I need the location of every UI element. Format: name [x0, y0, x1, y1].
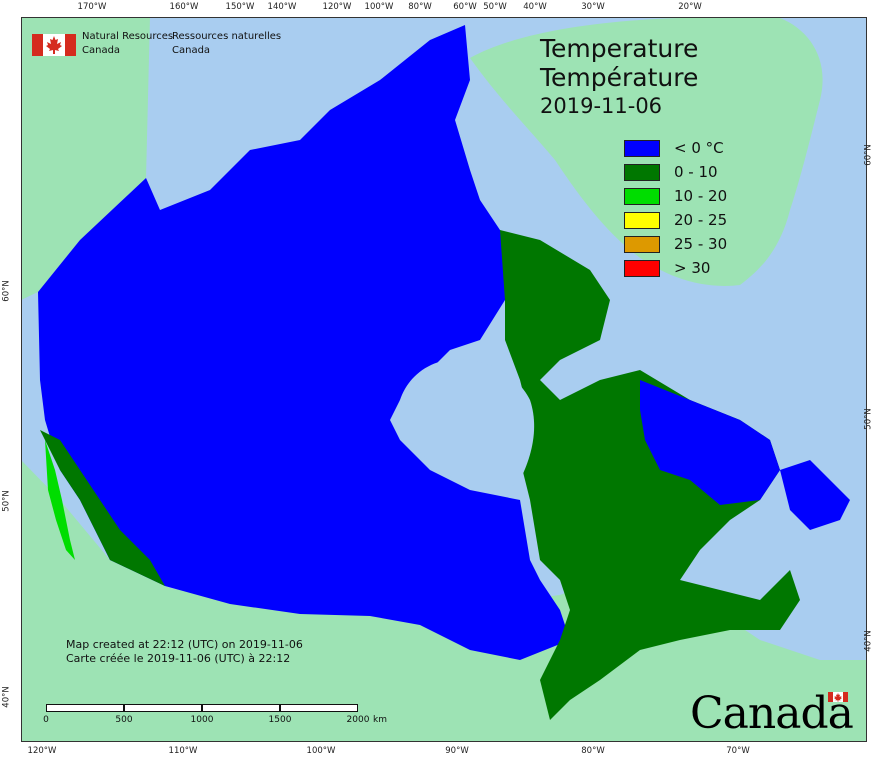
scale-bar: 0 500 1000 1500 2000 km: [43, 704, 387, 734]
graticule-label: 170°W: [77, 2, 107, 12]
temperature-legend: < 0 °C 0 - 10 10 - 20 20 - 25 25 - 30 > …: [624, 136, 774, 280]
scale-segment: [202, 704, 280, 712]
scale-segment: [280, 704, 358, 712]
labrador-cold: [640, 380, 780, 505]
title-fr: Température: [540, 63, 699, 92]
canada-flag-icon: [32, 34, 76, 56]
legend-label: < 0 °C: [674, 139, 724, 157]
scale-segment: [46, 704, 124, 712]
legend-swatch: [624, 163, 660, 181]
map-credit: Map created at 22:12 (UTC) on 2019-11-06…: [66, 638, 303, 666]
title-en: Temperature: [540, 34, 699, 63]
legend-item: 10 - 20: [624, 184, 774, 208]
legend-item: 25 - 30: [624, 232, 774, 256]
canada-wordmark: Canada: [690, 688, 854, 739]
legend-item: > 30: [624, 256, 774, 280]
legend-label: 0 - 10: [674, 163, 718, 181]
credit-fr: Carte créée le 2019-11-06 (UTC) à 22:12: [66, 652, 291, 665]
credit-en: Map created at 22:12 (UTC) on 2019-11-06: [66, 638, 303, 651]
graticule-label: 40°N: [1, 686, 12, 708]
legend-item: 0 - 10: [624, 160, 774, 184]
graticule-label: 60°W: [453, 2, 477, 12]
scale-tick: 2000: [346, 715, 370, 725]
usa: [21, 460, 867, 742]
department-name-fr: Ressources naturelles Canada: [172, 31, 282, 56]
newfoundland: [780, 460, 850, 530]
legend-swatch: [624, 235, 660, 253]
hudson-bay: [399, 359, 535, 491]
legend-swatch: [624, 259, 660, 277]
scale-tick: 500: [115, 715, 133, 725]
department-name-en: Natural Resources Canada: [82, 31, 174, 56]
bc-coast-green: [40, 430, 165, 586]
graticule-left: 60°N 50°N 40°N: [0, 0, 20, 760]
legend-label: 20 - 25: [674, 211, 728, 229]
legend-label: 25 - 30: [674, 235, 728, 253]
graticule-bottom: 120°W 110°W 100°W 90°W 80°W 70°W: [0, 746, 880, 762]
graticule-label: 70°W: [726, 746, 750, 756]
graticule-label: 160°W: [169, 2, 199, 12]
graticule-label: 140°W: [267, 2, 297, 12]
graticule-label: 80°W: [408, 2, 432, 12]
graticule-label: 120°W: [322, 2, 352, 12]
scale-tick: 1000: [190, 715, 214, 725]
graticule-label: 150°W: [225, 2, 255, 12]
graticule-label: 90°W: [445, 746, 469, 756]
legend-label: > 30: [674, 259, 711, 277]
graticule-label: 60°N: [863, 144, 874, 166]
scale-tick: 0: [43, 715, 49, 725]
graticule-label: 100°W: [364, 2, 394, 12]
scale-segment: [124, 704, 202, 712]
legend-swatch: [624, 187, 660, 205]
map-title: Temperature Température 2019-11-06: [540, 34, 698, 121]
graticule-label: 50°N: [1, 490, 12, 512]
graticule-label: 40°W: [523, 2, 547, 12]
alaska-northwest: [21, 17, 150, 300]
graticule-label: 30°W: [581, 2, 605, 12]
canada-cold-west: [38, 25, 570, 660]
graticule-label: 50°N: [863, 408, 874, 430]
legend-swatch: [624, 139, 660, 157]
graticule-label: 80°W: [581, 746, 605, 756]
graticule-label: 120°W: [27, 746, 57, 756]
map-date: 2019-11-06: [540, 94, 663, 118]
graticule-label: 20°W: [678, 2, 702, 12]
scale-tick: 1500: [268, 715, 292, 725]
legend-swatch: [624, 211, 660, 229]
canada-cool-east: [500, 230, 800, 720]
legend-item: 20 - 25: [624, 208, 774, 232]
graticule-label: 110°W: [168, 746, 198, 756]
wordmark-flag-icon: [828, 692, 848, 702]
scale-unit: km: [373, 715, 387, 725]
graticule-label: 100°W: [306, 746, 336, 756]
graticule-top: 170°W 160°W 150°W 140°W 120°W 100°W 80°W…: [0, 2, 880, 18]
legend-label: 10 - 20: [674, 187, 728, 205]
graticule-label: 60°N: [1, 280, 12, 302]
bc-coast-bright: [45, 440, 75, 560]
graticule-label: 40°N: [863, 630, 874, 652]
government-signature: Natural Resources Canada Ressources natu…: [32, 30, 332, 64]
legend-item: < 0 °C: [624, 136, 774, 160]
graticule-right: 60°N 50°N 40°N: [862, 0, 880, 760]
graticule-label: 50°W: [483, 2, 507, 12]
